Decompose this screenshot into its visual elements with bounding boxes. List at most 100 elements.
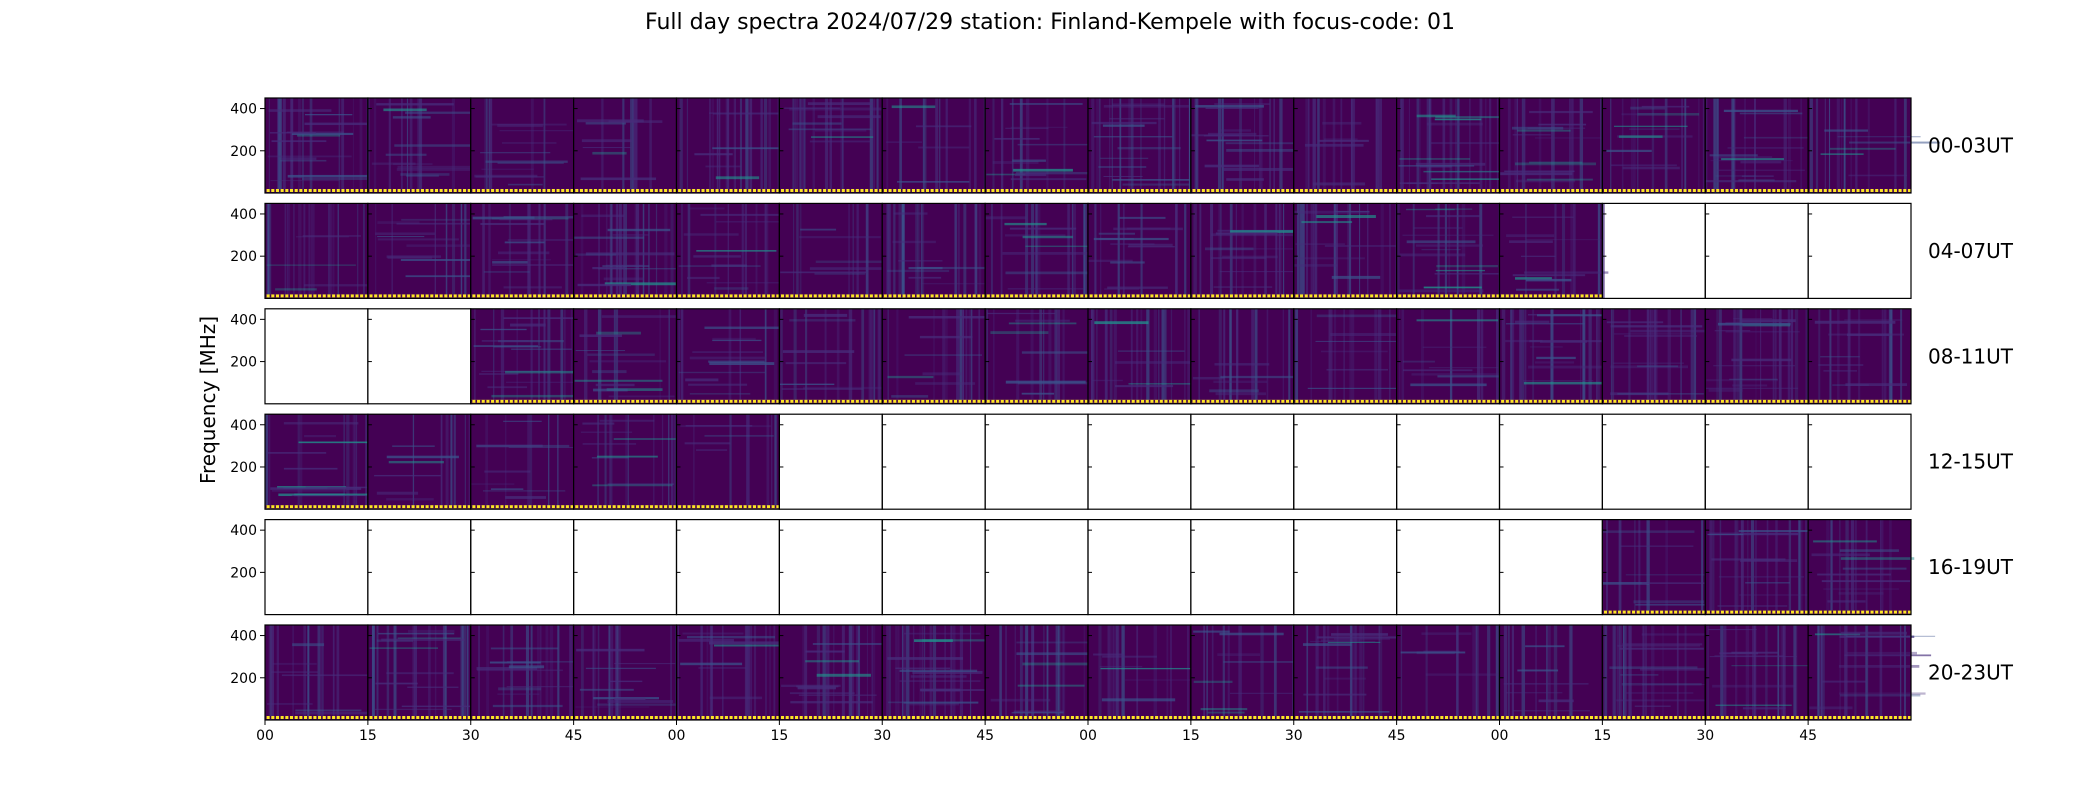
spectrum-streak (901, 203, 905, 299)
spectrum-band (407, 686, 459, 688)
spectrum-band (369, 647, 439, 649)
spectrum-streak (1140, 308, 1143, 404)
spectrum-streak (1426, 98, 1429, 193)
spectrum-strip-gap (760, 189, 763, 192)
spectrum-strip-gap (1373, 189, 1375, 192)
spectrum-strip-gap (957, 399, 959, 403)
spectrum-strip-gap (830, 189, 833, 192)
spectrum-band (1707, 533, 1744, 536)
spectrum-band (477, 669, 563, 672)
spectrum-band (1223, 167, 1302, 171)
spectrum-strip-gap (517, 505, 520, 509)
spectrum-band (994, 137, 1040, 140)
spectrum-strip-gap (1092, 399, 1095, 403)
spectrum-band (1634, 705, 1671, 707)
spectrum-strip-gap (1218, 294, 1221, 298)
spectrum-strip-gap (1031, 189, 1034, 192)
spectrum-streak (1508, 625, 1510, 720)
spectrum-strip-gap (1232, 716, 1235, 719)
spectrum-streak (1395, 203, 1397, 299)
spectrum-strip-gap (1363, 399, 1366, 403)
spectrum-streak (1900, 308, 1903, 404)
spectrum-strip-gap (498, 505, 501, 509)
spectrum-streak (303, 203, 306, 299)
spectrum-band (1104, 288, 1140, 290)
spectrum-streak (1367, 203, 1369, 299)
spectrum-streak (945, 98, 948, 193)
spectrum-strip-gap (288, 505, 290, 509)
spectrum-streak (857, 625, 861, 720)
spectrum-band (712, 339, 762, 342)
spectrum-streak (968, 98, 971, 193)
spectrum-strip-gap (952, 716, 954, 719)
spectrum-strip-gap (1672, 610, 1675, 614)
spectrum-streak (1288, 308, 1291, 404)
spectrum-streak (1273, 98, 1276, 193)
spectrum-strip-gap (1466, 716, 1469, 719)
spectrum-strip-gap (966, 294, 969, 298)
spectrum-band (1316, 215, 1376, 219)
spectrum-strip-gap (1354, 189, 1357, 192)
spectrum-strip-gap (634, 716, 637, 719)
spectrum-streak (1187, 308, 1191, 404)
spectrum-strip-gap (1756, 189, 1759, 192)
spectrum-band (1410, 383, 1487, 387)
spectrum-band (1616, 699, 1709, 702)
spectrum-strip-gap (1256, 716, 1258, 719)
spectrum-streak (1400, 625, 1403, 720)
spectrum-strip-gap (349, 294, 351, 298)
spectrum-streak (1750, 519, 1755, 615)
spectrum-streak (1055, 625, 1059, 720)
spectrum-strip-gap (1700, 399, 1703, 403)
spectrum-streak (1187, 625, 1189, 720)
spectrum-strip-gap (1363, 294, 1366, 298)
spectrum-strip-gap (1256, 399, 1258, 403)
spectrum-streak (1057, 625, 1060, 720)
spectrum-streak (466, 625, 469, 720)
spectrum-strip-gap (1822, 189, 1824, 192)
spectrum-band (603, 277, 644, 281)
spectrum-band (606, 388, 663, 391)
spectrum-strip-gap (751, 716, 753, 719)
spectrum-strip-gap (840, 399, 842, 403)
spectrum-strip-gap (1298, 399, 1301, 403)
spectrum-strip-gap (629, 505, 632, 509)
spectrum-band (692, 351, 764, 353)
spectrum-streak (799, 98, 802, 193)
spectrum-strip-gap (1382, 399, 1385, 403)
spectrum-streak (375, 203, 377, 299)
spectrum-band (491, 259, 551, 261)
spectrum-band (1849, 141, 1941, 144)
spectrum-band (575, 253, 617, 256)
spectrum-band (1215, 392, 1267, 396)
spectrum-strip-gap (1270, 294, 1272, 298)
spectrum-band (396, 168, 476, 171)
spectrum-strip-gap (615, 716, 618, 719)
spectrum-strip-gap (1359, 294, 1361, 298)
spectrum-strip-gap (1714, 189, 1717, 192)
spectrum-strip-gap (1494, 716, 1497, 719)
spectrum-streak (769, 625, 771, 720)
spectrum-band (1718, 576, 1804, 578)
spectrum-streak (655, 203, 658, 299)
spectrum-streak (463, 625, 467, 720)
spectrum-strip-gap (1354, 716, 1357, 719)
spectrum-strip-gap (863, 716, 866, 719)
spectrum-band (481, 168, 534, 170)
spectrum-streak (1507, 98, 1511, 193)
spectrum-strip-gap (1069, 189, 1071, 192)
spectrum-strip-gap (1307, 716, 1310, 719)
spectrum-strip-gap (1878, 399, 1880, 403)
spectrum-strip-gap (952, 399, 954, 403)
spectrum-panel (675, 624, 800, 721)
spectrum-streak (1734, 519, 1737, 615)
spectrum-strip-gap (985, 294, 987, 298)
spectrum-band (1822, 680, 1867, 683)
spectrum-strip-gap (685, 399, 688, 403)
spectrum-streak (1571, 98, 1574, 193)
spectrum-strip-gap (812, 716, 814, 719)
spectrum-strip-gap (900, 399, 903, 403)
spectrum-streak (968, 308, 970, 404)
